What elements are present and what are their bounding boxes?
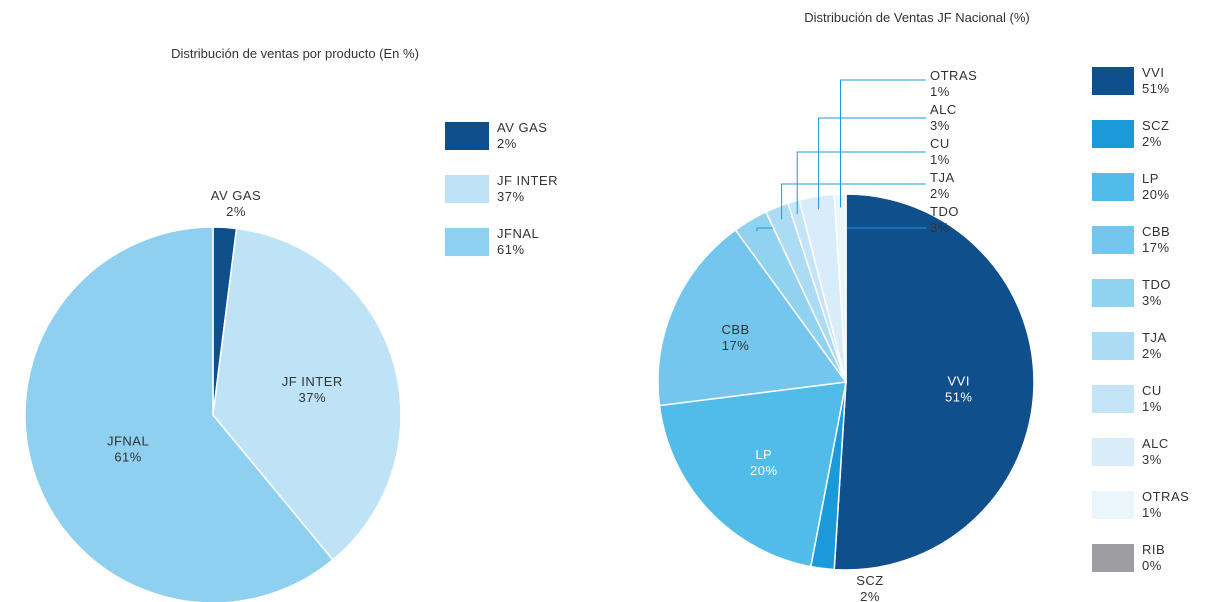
legend-swatch-jfnal [445, 228, 489, 256]
legend-label-av-gas: AV GAS 2% [497, 120, 547, 151]
legend-swatch-rib [1092, 544, 1134, 572]
legend-label-vvi: VVI 51% [1142, 65, 1170, 96]
legend-swatch-vvi [1092, 67, 1134, 95]
leader-line-otras [840, 79, 926, 208]
legend-swatch-alc [1092, 438, 1134, 466]
data-label-tja: TJA 2% [930, 170, 955, 201]
data-label-cbb: CBB 17% [721, 322, 749, 353]
data-label-alc: ALC 3% [930, 102, 957, 133]
leader-line-alc [818, 117, 926, 210]
data-label-cu: CU 1% [930, 136, 950, 167]
legend-swatch-otras [1092, 491, 1134, 519]
legend-label-jfnal: JFNAL 61% [497, 226, 539, 257]
data-label-otras: OTRAS 1% [930, 68, 977, 99]
data-label-av-gas: AV GAS 2% [211, 188, 261, 219]
pie-slice-lp [658, 381, 847, 568]
legend-label-rib: RIB 0% [1142, 542, 1165, 573]
legend-label-cu: CU 1% [1142, 383, 1162, 414]
legend-swatch-cu [1092, 385, 1134, 413]
legend-swatch-tdo [1092, 279, 1134, 307]
legend-label-tja: TJA 2% [1142, 330, 1167, 361]
pie-slice-jf-inter [212, 227, 402, 561]
legend-swatch-scz [1092, 120, 1134, 148]
legend-swatch-jf-inter [445, 175, 489, 203]
leader-line-tdo [756, 227, 926, 232]
pie-slice-jfnal [24, 226, 334, 602]
data-label-tdo: TDO 3% [930, 204, 959, 235]
legend-swatch-cbb [1092, 226, 1134, 254]
pie-chart-jf-nacional: VVI 51% SCZ 2% LP 20% CBB 17% TDO 3% TJA 2% CU 1% ALC 3… [657, 65, 1189, 602]
legend-swatch-tja [1092, 332, 1134, 360]
data-label-lp: LP 20% [750, 447, 778, 478]
legend-label-jf-inter: JF INTER 37% [497, 173, 558, 204]
pie-slice-vvi [833, 193, 1035, 571]
data-label-scz: SCZ 2% [856, 573, 884, 602]
pie-chart-products: AV GAS 2% JF INTER 37% JFNAL 61% AV GAS 2% JF IN… [24, 120, 558, 602]
chart-title-jf-nacional-sales: Distribución de Ventas JF Nacional (%) [804, 10, 1029, 25]
legend-label-tdo: TDO 3% [1142, 277, 1171, 308]
legend-label-alc: ALC 3% [1142, 436, 1169, 467]
legend-label-lp: LP 20% [1142, 171, 1170, 202]
leader-line-tja [781, 183, 926, 220]
legend-label-otras: OTRAS 1% [1142, 489, 1189, 520]
legend-label-scz: SCZ 2% [1142, 118, 1170, 149]
data-label-jfnal: JFNAL 61% [107, 434, 149, 465]
legend-swatch-av-gas [445, 122, 489, 150]
data-label-vvi: VVI 51% [945, 374, 973, 405]
pie-slice-cbb [657, 228, 848, 407]
data-label-jf-inter: JF INTER 37% [282, 374, 343, 405]
chart-title-product-sales: Distribución de ventas por producto (En … [171, 46, 419, 61]
legend-label-cbb: CBB 17% [1142, 224, 1170, 255]
legend-swatch-lp [1092, 173, 1134, 201]
leader-line-cu [796, 151, 926, 215]
